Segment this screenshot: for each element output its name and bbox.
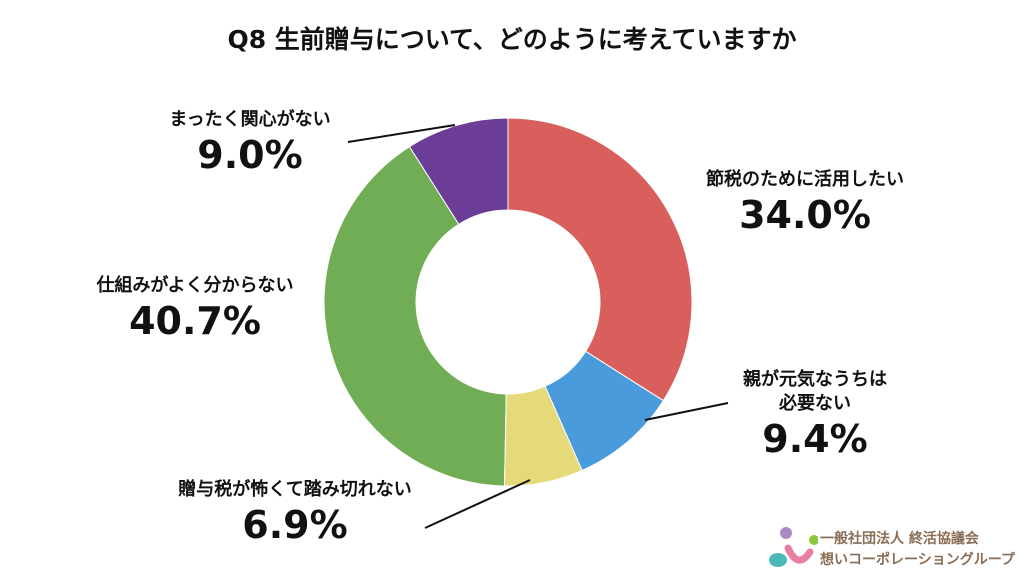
leader-line-blue <box>644 402 729 421</box>
chart-title: Q8 生前贈与について、どのように考えていますか <box>227 25 797 54</box>
value-label: 34.0% <box>739 193 871 237</box>
donut-slice-2 <box>504 385 583 487</box>
value-label: 9.0% <box>197 133 303 177</box>
value-label: 6.9% <box>242 503 348 547</box>
organization-logo: 一般社団法人 終活協議会 想いコーポレーショングループ <box>768 524 1018 574</box>
category-label: まったく関心がない <box>169 109 331 130</box>
donut-slice-1 <box>544 350 665 472</box>
slice-label-0: 節税のために活用したい 34.0% <box>680 168 930 238</box>
category-label: 必要ない <box>779 393 851 414</box>
slice-label-1: 親が元気なうちは 必要ない 9.4% <box>715 368 915 462</box>
category-label: 節税のために活用したい <box>706 169 904 190</box>
slice-label-3: 仕組みがよく分からない 40.7% <box>70 274 320 344</box>
category-label: 仕組みがよく分からない <box>96 275 294 296</box>
category-label: 親が元気なうちは <box>743 369 887 390</box>
slice-label-4: まったく関心がない 9.0% <box>130 108 370 178</box>
leader-line-purple <box>347 124 456 143</box>
logo-line1: 一般社団法人 終活協議会 <box>820 531 979 547</box>
value-label: 40.7% <box>129 299 261 343</box>
slice-label-2: 贈与税が怖くて踏み切れない 6.9% <box>150 478 440 548</box>
donut-slice-3 <box>323 145 507 487</box>
donut-slice-0 <box>507 117 693 402</box>
leader-line-yellow <box>424 479 531 529</box>
logo-mark-icon <box>769 527 818 567</box>
value-label: 9.4% <box>762 417 868 461</box>
logo-line2: 想いコーポレーショングループ <box>820 552 1015 568</box>
category-label: 贈与税が怖くて踏み切れない <box>178 479 412 500</box>
